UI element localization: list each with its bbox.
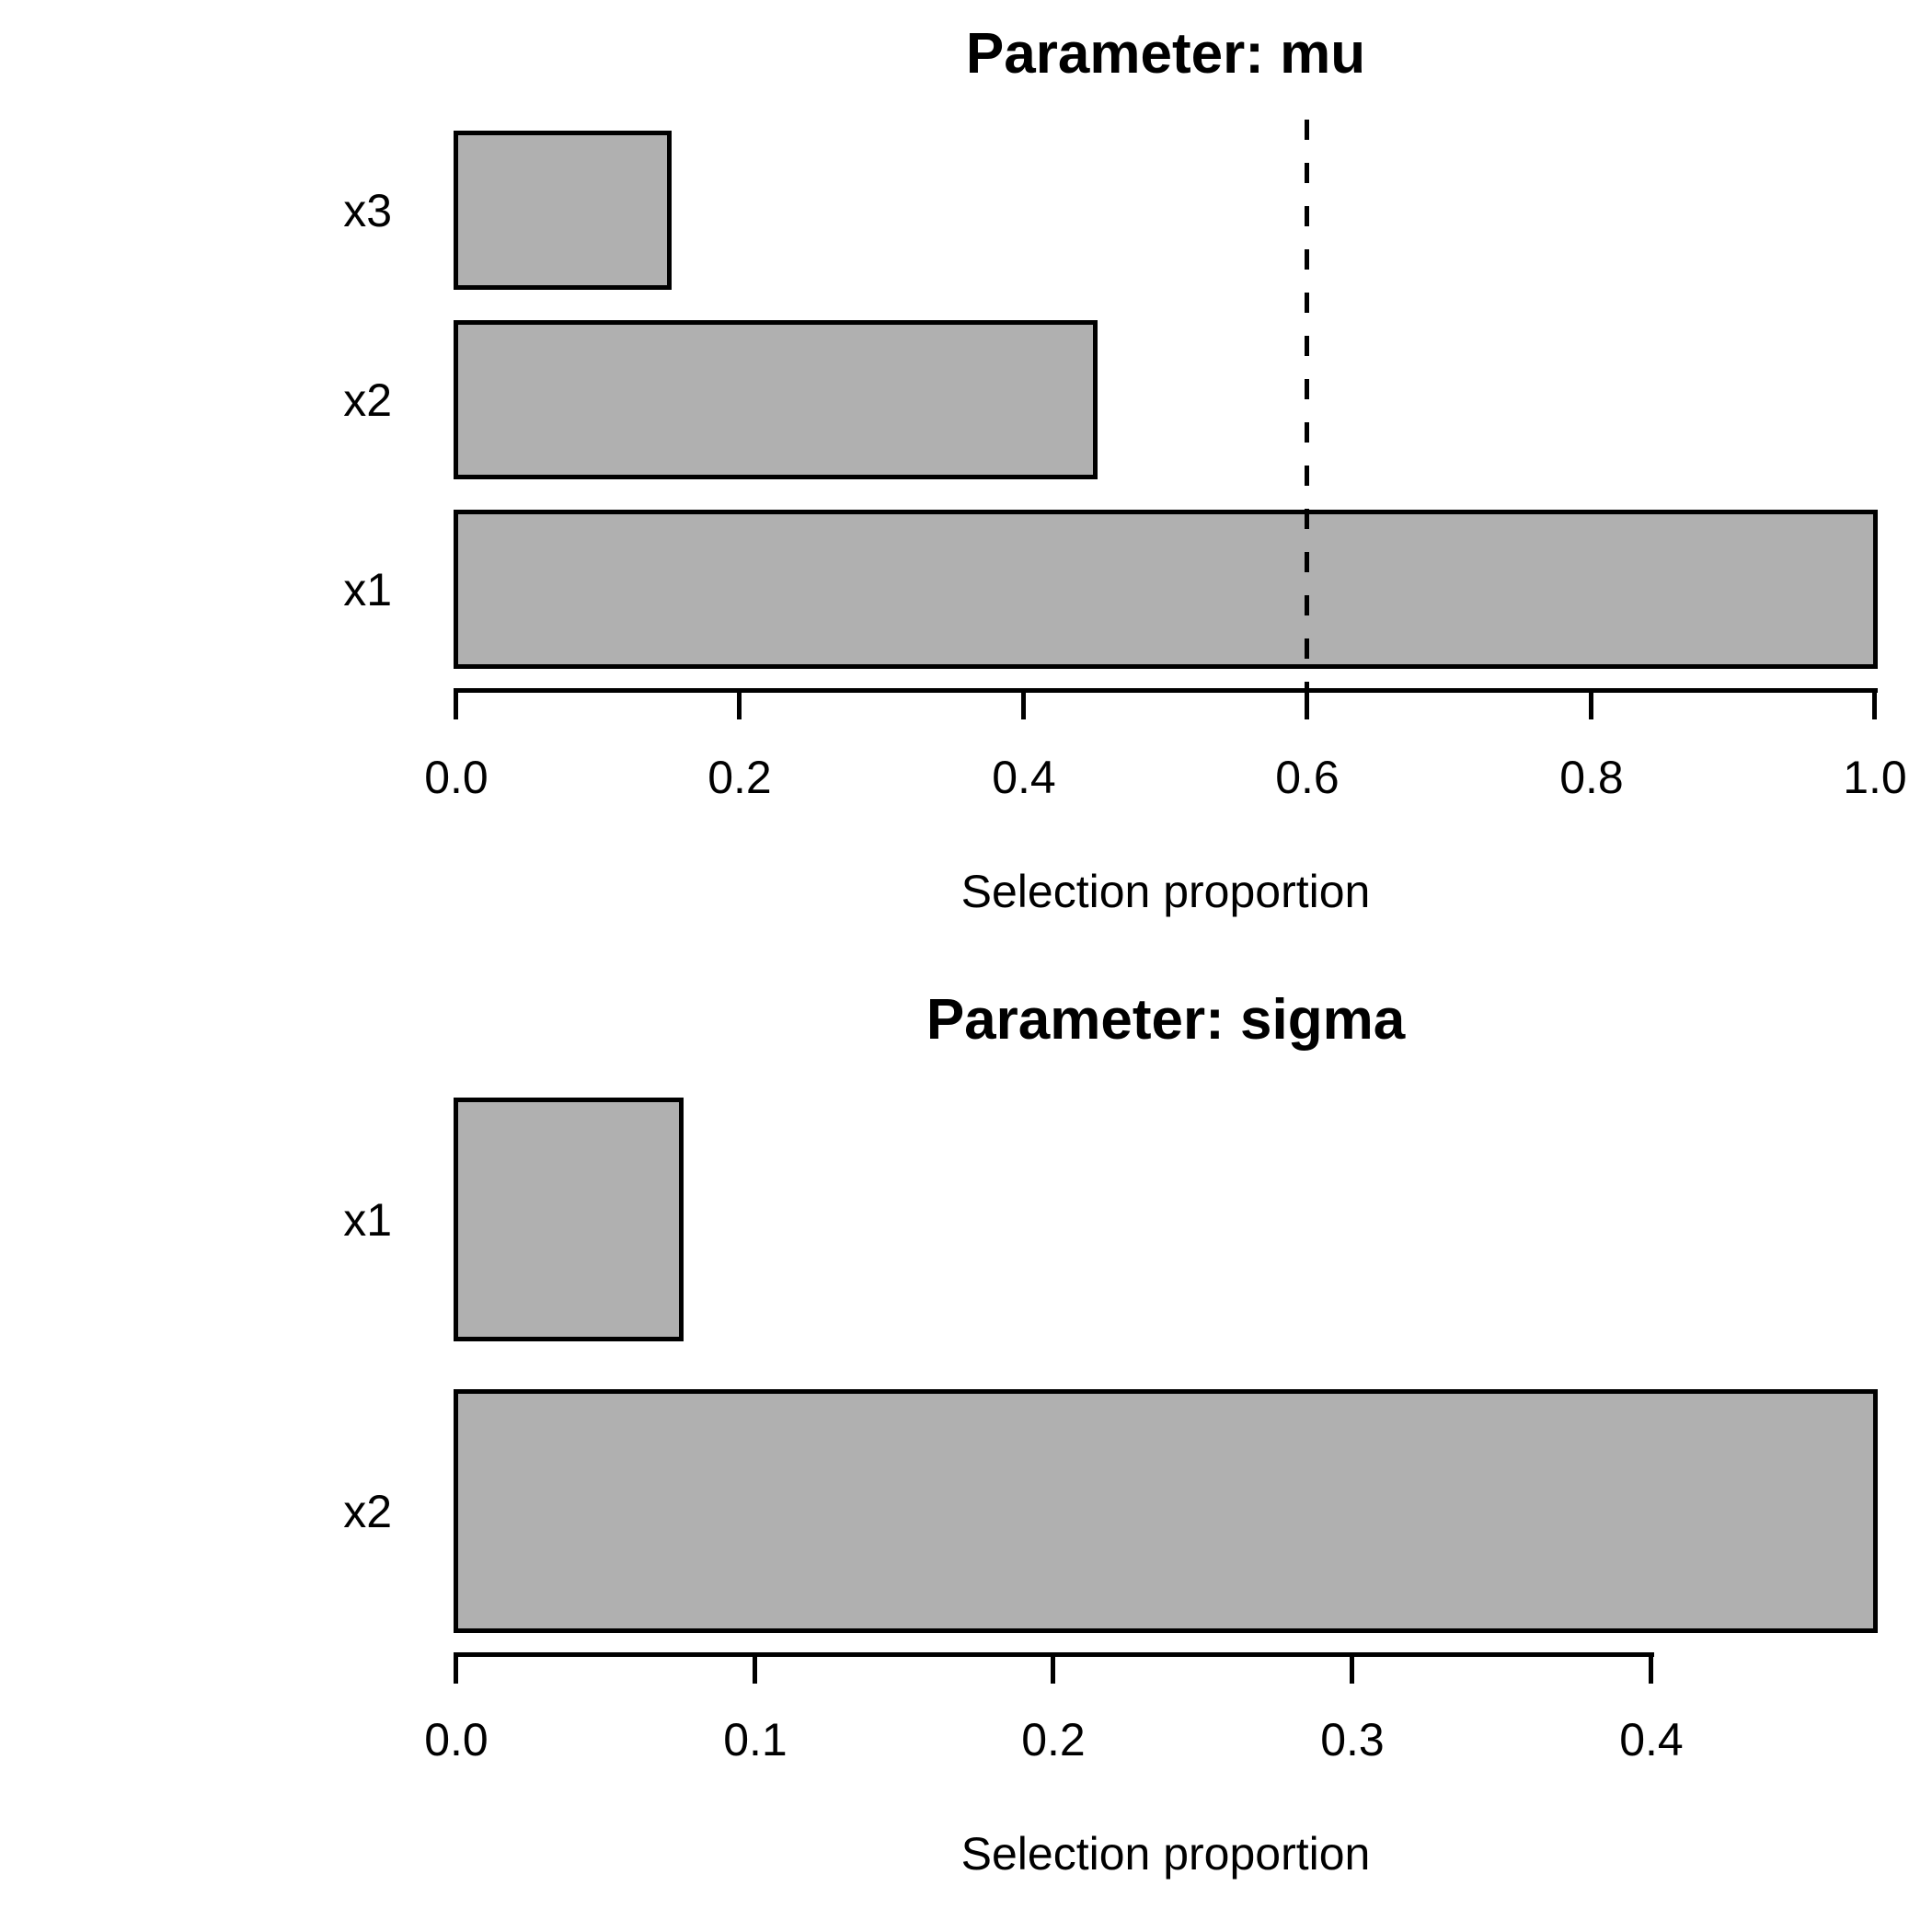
axis-tick: [454, 692, 458, 719]
axis-tick: [1872, 692, 1877, 719]
axis-tick: [1021, 692, 1026, 719]
chart-title-mu: Parameter: mu: [965, 22, 1366, 86]
x-axis-line: [454, 1652, 1654, 1657]
axis-tick: [737, 692, 742, 719]
axis-tick: [1305, 692, 1309, 719]
bar-label-x1: x1: [343, 564, 392, 615]
bar-x3: [454, 131, 672, 290]
axis-tick: [753, 1656, 757, 1684]
axis-tick-label: 0.3: [1320, 1714, 1385, 1765]
bar-x2: [454, 320, 1098, 479]
chart-title-sigma: Parameter: sigma: [926, 988, 1406, 1052]
x-axis-label-mu: Selection proportion: [960, 866, 1371, 917]
x-axis-line: [454, 688, 1878, 693]
axis-tick-label: 0.0: [424, 752, 489, 803]
axis-tick-label: 0.2: [1021, 1714, 1086, 1765]
axis-tick-label: 1.0: [1843, 752, 1907, 803]
axis-tick-label: 0.0: [424, 1714, 489, 1765]
bar-label-x2: x2: [343, 1486, 392, 1537]
bar-x1: [454, 510, 1878, 669]
bar-x1: [454, 1098, 684, 1341]
axis-tick-label: 0.2: [707, 752, 772, 803]
bar-label-x3: x3: [343, 185, 392, 236]
axis-tick-label: 0.8: [1559, 752, 1624, 803]
bar-label-x1: x1: [343, 1194, 392, 1246]
axis-tick-label: 0.6: [1275, 752, 1340, 803]
axis-tick-label: 0.4: [992, 752, 1056, 803]
axis-tick: [1589, 692, 1593, 719]
axis-tick: [1350, 1656, 1354, 1684]
axis-tick: [1051, 1656, 1055, 1684]
axis-tick: [454, 1656, 458, 1684]
x-axis-label-sigma: Selection proportion: [960, 1828, 1371, 1880]
threshold-line: [1305, 120, 1309, 688]
axis-tick: [1649, 1656, 1653, 1684]
axis-tick-label: 0.4: [1619, 1714, 1684, 1765]
bar-label-x2: x2: [343, 374, 392, 426]
bar-x2: [454, 1389, 1878, 1633]
axis-tick-label: 0.1: [723, 1714, 788, 1765]
